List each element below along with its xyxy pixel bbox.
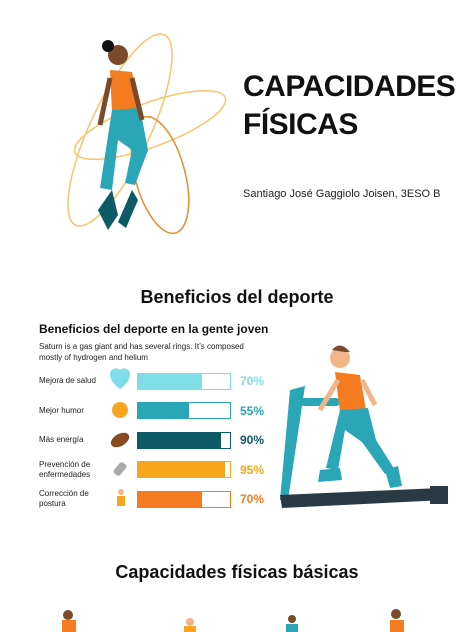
label-line: Más energía xyxy=(39,435,84,444)
item-label: Mejora de salud xyxy=(39,376,96,386)
label-line: postura xyxy=(39,499,66,508)
value-label: 90% xyxy=(240,433,265,447)
bar xyxy=(138,403,189,418)
label-line: Prevención de xyxy=(39,459,91,469)
title-line: CAPACIDADES xyxy=(243,70,456,103)
item-label: Prevención de enfermedades xyxy=(39,460,90,480)
subtitle: Beneficios del deporte en la gente joven xyxy=(39,322,269,336)
bar xyxy=(138,373,203,389)
title-line: FÍSICAS xyxy=(243,108,358,141)
description: Saturn is a gas giant and has several ri… xyxy=(39,342,244,362)
item-label: Más energía xyxy=(39,435,83,445)
value-label: 95% xyxy=(240,462,265,477)
icons xyxy=(110,368,130,506)
label-line: Mejor humor xyxy=(39,405,84,415)
bar xyxy=(138,462,226,477)
value-label: 70% xyxy=(240,374,265,388)
label-line: Corrección de xyxy=(39,489,89,498)
bar xyxy=(138,432,221,448)
title: CAPACIDADES FÍSICAS xyxy=(243,68,456,144)
bottom-figures xyxy=(62,609,404,632)
value-label: 55% xyxy=(240,403,265,418)
label-line: Mejora de salud xyxy=(39,376,96,385)
bar-track xyxy=(137,372,231,390)
item-label: Corrección de postura xyxy=(39,489,89,509)
bar-track xyxy=(137,402,231,419)
treadmill-runner xyxy=(280,345,448,508)
author: Santiago José Gaggiolo Joisen, 3ESO B xyxy=(243,188,441,200)
value-label: 70% xyxy=(240,492,265,506)
section-title: Beneficios del deporte xyxy=(140,287,334,307)
bar-track xyxy=(137,490,231,508)
section-title: Capacidades físicas básicas xyxy=(115,562,359,582)
label-line: enfermedades xyxy=(39,469,91,479)
bar-track xyxy=(137,461,231,478)
item-label: Mejor humor xyxy=(39,406,84,416)
bar-track xyxy=(137,431,231,449)
jump-rope-girl xyxy=(67,33,227,235)
bar xyxy=(138,491,203,507)
